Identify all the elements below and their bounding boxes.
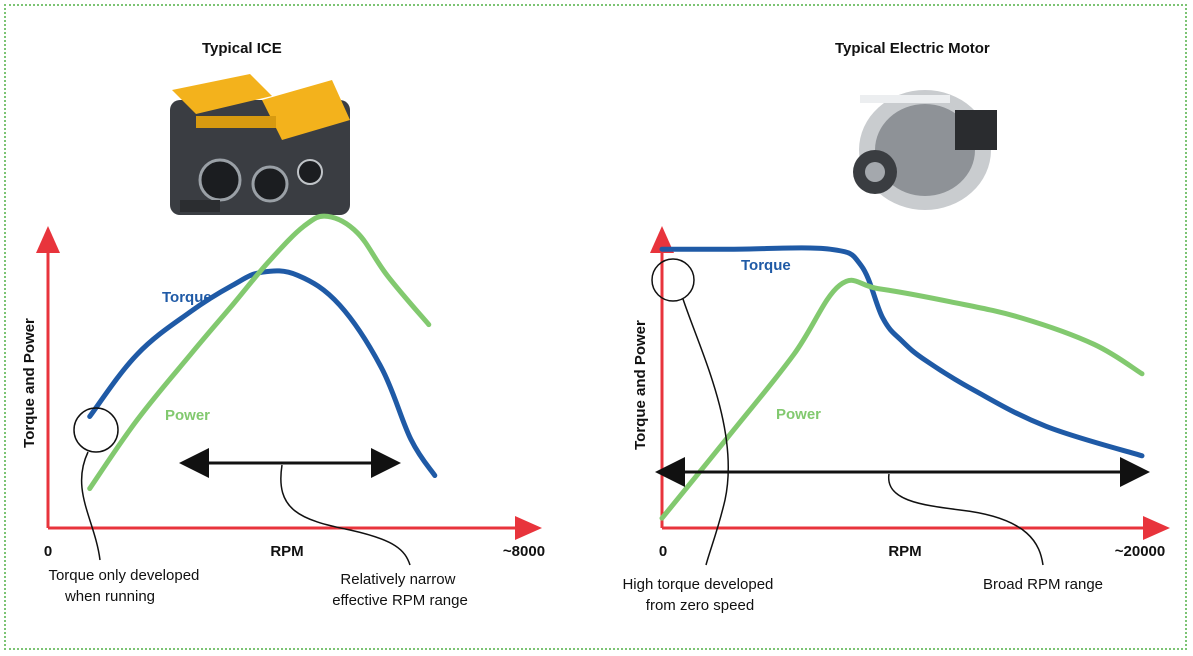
ev-annotation-broad-range: Broad RPM range (983, 576, 1103, 593)
chart-title-ice: Typical ICE (202, 40, 282, 57)
dotted-frame (4, 4, 1187, 650)
ev-leader-line (682, 298, 730, 566)
ice-torque-series-label: Torque (162, 289, 212, 306)
ice-start-circle (73, 407, 119, 453)
ice-y-axis-label: Torque and Power (21, 318, 38, 448)
ev-range-leader (888, 473, 1044, 566)
ice-x-tick-max: ~8000 (503, 543, 545, 560)
ice-x-tick-min: 0 (44, 543, 52, 560)
ice-power-line (87, 213, 432, 492)
chart-title-electric: Typical Electric Motor (835, 40, 990, 57)
ev-start-circle (651, 258, 695, 302)
ice-x-axis-label: RPM (270, 543, 303, 560)
ev-annotation-high-torque: High torque developed from zero speed (622, 576, 777, 614)
ev-torque-series-label: Torque (741, 257, 791, 274)
ice-annotation-narrow-range: Relatively narrow effective RPM range (332, 571, 468, 609)
ice-range-leader (280, 464, 411, 566)
ev-x-tick-min: 0 (659, 543, 667, 560)
ice-torque-line (87, 268, 438, 478)
ev-x-tick-max: ~20000 (1115, 543, 1165, 560)
ice-annotation-torque-running: Torque only developed when running (48, 567, 203, 605)
ev-power-line (659, 277, 1145, 521)
ev-y-axis-label: Torque and Power (632, 320, 649, 450)
ev-power-series-label: Power (776, 406, 821, 423)
ev-torque-line (659, 245, 1145, 459)
electric-motor-icon (853, 90, 997, 210)
ice-leader-line (80, 451, 101, 561)
ev-x-axis-label: RPM (888, 543, 921, 560)
engine-icon (170, 74, 350, 215)
ice-power-series-label: Power (165, 407, 210, 424)
